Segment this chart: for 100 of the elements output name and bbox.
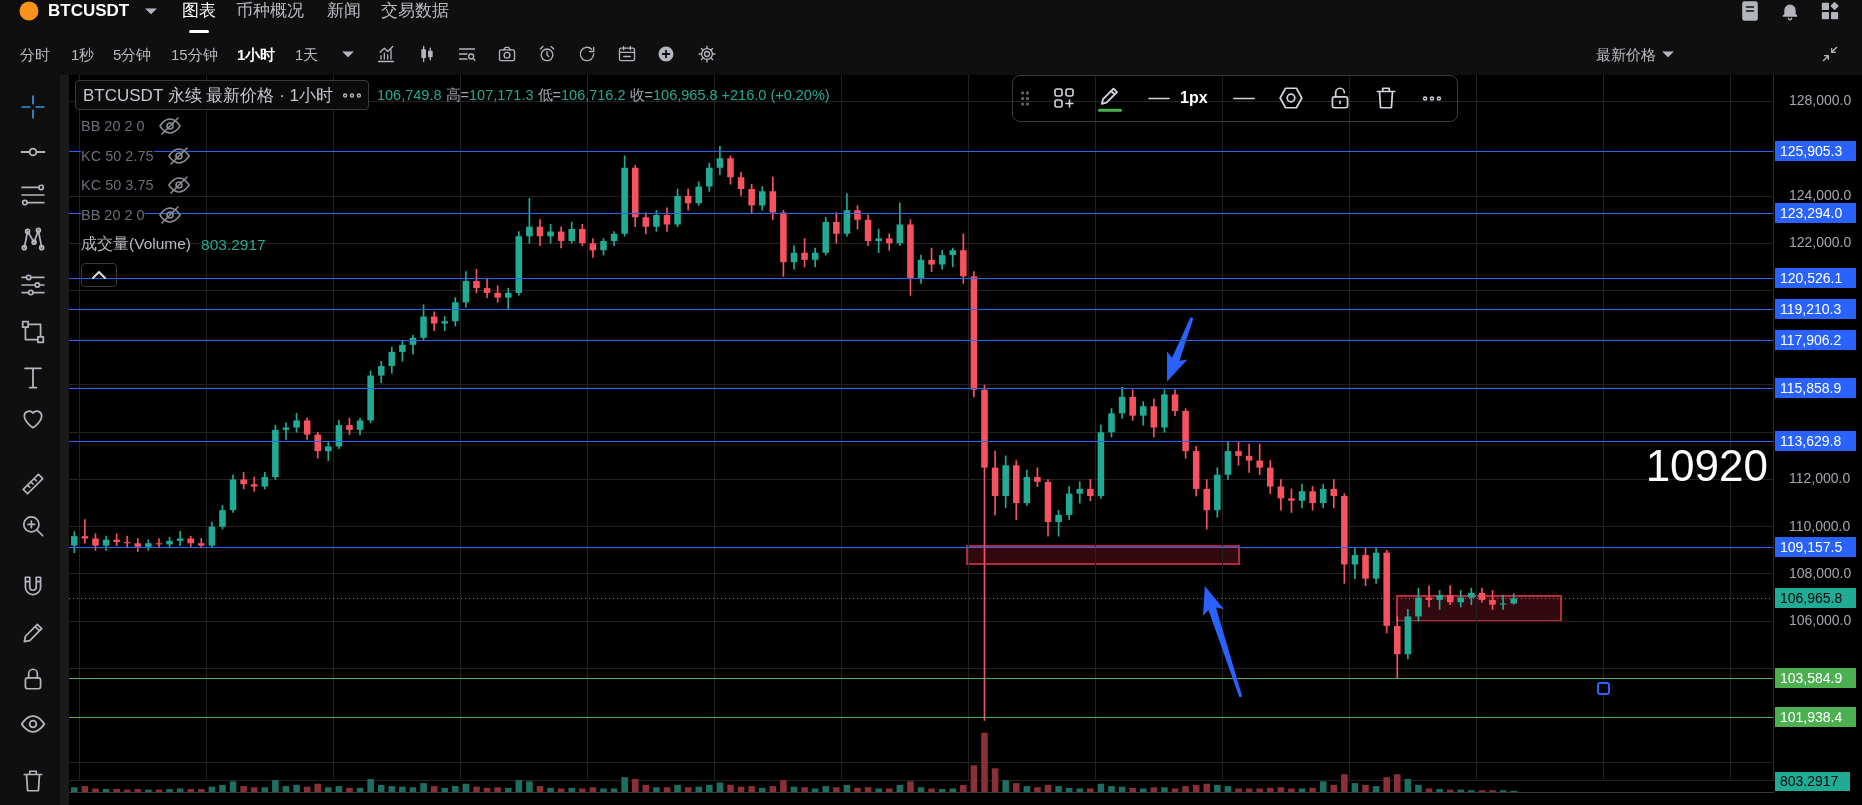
bar (684, 787, 692, 792)
bar (907, 781, 914, 792)
bar (1055, 786, 1062, 792)
bar (1256, 788, 1263, 792)
text: 图表 (182, 0, 216, 22)
bar (166, 789, 173, 792)
bar (420, 783, 427, 792)
bar (526, 781, 533, 792)
bar (885, 788, 893, 792)
annotation: BB 20 2 0 (81, 205, 145, 224)
bar (1002, 780, 1009, 792)
bar (991, 768, 999, 792)
text: 交易数据 (381, 0, 449, 22)
candlestick (250, 476, 258, 492)
y-tick-label: 110,000.0 (1789, 517, 1851, 534)
annotation: KC 50 3.75 (81, 176, 154, 195)
text: 106,749.8 高=107,171.3 低=106,716.2 收=106,965.8 +216.0 (+0.20%) (376, 86, 830, 103)
ref-line-label: 101,938.4 (1780, 708, 1843, 725)
ref-line-label: 117,906.2 (1780, 331, 1842, 348)
bar (1341, 774, 1348, 792)
text: 币种概况 (236, 0, 304, 22)
bar (780, 780, 787, 792)
bar (1436, 789, 1443, 792)
bar (314, 783, 321, 792)
bar (1171, 788, 1179, 792)
bar (1245, 788, 1253, 792)
bar (663, 787, 671, 792)
ref-line-label: 109,157.5 (1780, 538, 1843, 555)
bar (631, 778, 639, 792)
annotation: BB 20 2 0 (81, 116, 145, 135)
bar (1266, 787, 1274, 792)
bar (1034, 787, 1041, 792)
bar (981, 732, 988, 792)
bar (1330, 784, 1338, 792)
y-tick-label: 112,000.0 (1789, 470, 1851, 487)
ref-line-label: 103,584.9 (1780, 669, 1843, 686)
bar (473, 786, 480, 792)
annotation: 1px (1180, 88, 1208, 108)
bar (229, 781, 237, 792)
bar (325, 787, 332, 792)
bar (430, 786, 438, 792)
bar (1235, 788, 1242, 792)
bar (1277, 787, 1285, 792)
ref-line-label: 106,965.8 (1780, 589, 1843, 606)
bar (1108, 786, 1115, 792)
bar (81, 786, 89, 792)
bar (949, 788, 957, 792)
bar (579, 788, 586, 792)
bar (377, 784, 385, 792)
bar (960, 784, 967, 792)
bar (1393, 774, 1401, 792)
bar (1298, 788, 1306, 792)
bar (917, 787, 925, 792)
text: 803.2917 (1780, 772, 1839, 789)
text: BTCUSDT 永续 最新价格 · 1小时 (83, 84, 333, 107)
bar (399, 786, 406, 792)
bar (928, 788, 935, 792)
candlestick (81, 519, 89, 544)
y-tick-label: 108,000.0 (1789, 564, 1852, 581)
bar (250, 787, 258, 792)
bar (610, 788, 618, 792)
bar (1214, 784, 1221, 792)
bar (822, 786, 830, 792)
candlestick (885, 233, 893, 251)
bar (1139, 788, 1147, 792)
bar (769, 786, 777, 792)
bar (1404, 778, 1412, 792)
bar (388, 786, 396, 792)
bar (113, 789, 120, 792)
text: 最新价格 (1596, 44, 1656, 64)
text: 5分钟 (113, 44, 152, 64)
bar (1150, 787, 1158, 792)
bar (1182, 786, 1189, 792)
bar (589, 787, 597, 792)
bar (187, 789, 194, 792)
bar (758, 787, 766, 792)
bar (240, 786, 247, 792)
bar (1012, 783, 1020, 792)
y-tick-label: 128,000.0 (1789, 92, 1852, 109)
ref-line-label: 115,858.9 (1780, 379, 1842, 396)
ref-line-label: 123,294.0 (1780, 204, 1843, 221)
bar (1129, 787, 1136, 792)
bar (1351, 783, 1359, 792)
bar (547, 787, 554, 792)
bar (494, 787, 501, 792)
bar (653, 787, 660, 792)
bar (452, 786, 459, 792)
bar (1362, 784, 1369, 792)
bar (515, 780, 523, 792)
bar (938, 789, 946, 792)
ref-line-label: 125,905.3 (1780, 142, 1843, 159)
ref-line-label: 120,526.1 (1780, 269, 1843, 286)
bar (1288, 788, 1295, 792)
bar (674, 784, 681, 792)
bar (600, 788, 607, 792)
bar (1415, 784, 1422, 792)
bar (367, 778, 374, 792)
bar (219, 784, 226, 792)
text: 1小时 (237, 44, 276, 64)
ref-line-label: 113,629.8 (1780, 432, 1842, 449)
